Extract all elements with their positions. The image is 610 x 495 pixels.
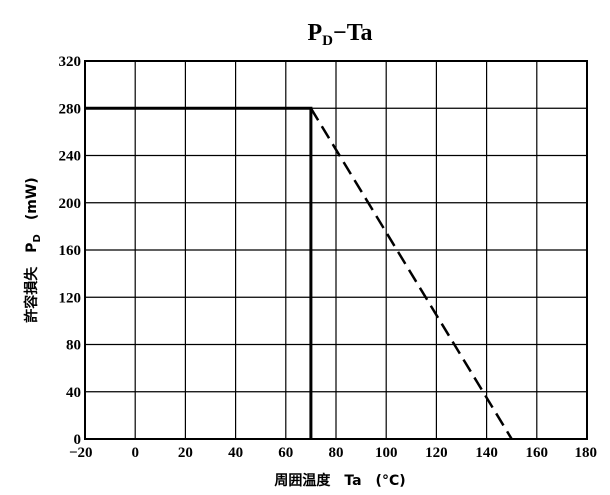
y-tick-label: 240 — [59, 149, 82, 165]
power-line-solid — [85, 106, 313, 439]
plot-frame — [84, 60, 588, 440]
x-tick-label: 20 — [178, 445, 193, 461]
x-tick-labels: −20 0 20 40 60 80 100 120 140 160 180 — [69, 445, 597, 461]
y-tick-label: 80 — [66, 338, 81, 354]
y-label-subscript: D — [32, 234, 43, 242]
grid — [84, 60, 588, 440]
x-tick-label: 40 — [228, 445, 243, 461]
x-tick-label: 120 — [425, 445, 448, 461]
y-label-rest: (mW) — [24, 177, 40, 234]
chart-title: PD−Ta — [308, 20, 373, 49]
y-tick-label: 200 — [59, 196, 82, 212]
x-axis-label: 周囲温度 Ta (°C) — [274, 472, 405, 489]
derating-line-dashed — [309, 107, 513, 440]
y-tick-label: 0 — [74, 432, 82, 448]
y-tick-label: 280 — [59, 101, 82, 117]
y-label-main: 許容損失 P — [23, 242, 40, 322]
x-tick-label: 160 — [526, 445, 549, 461]
y-tick-label: 320 — [59, 54, 82, 70]
title-main: P — [308, 20, 323, 46]
title-rest: −Ta — [333, 20, 372, 46]
x-tick-label: −20 — [69, 445, 93, 461]
y-tick-label: 120 — [59, 290, 82, 306]
y-tick-labels: 0 40 80 120 160 200 240 280 320 — [59, 54, 82, 448]
x-tick-label: 60 — [278, 445, 293, 461]
y-tick-label: 160 — [59, 243, 82, 259]
y-axis-label: 許容損失 PD (mW) — [23, 177, 43, 322]
y-tick-label: 40 — [66, 385, 81, 401]
x-tick-label: 80 — [329, 445, 344, 461]
series-group — [85, 106, 513, 440]
x-tick-label: 100 — [375, 445, 398, 461]
x-tick-label: 180 — [575, 445, 598, 461]
title-subscript: D — [322, 33, 333, 49]
x-tick-label: 140 — [475, 445, 498, 461]
x-tick-label: 0 — [131, 445, 139, 461]
